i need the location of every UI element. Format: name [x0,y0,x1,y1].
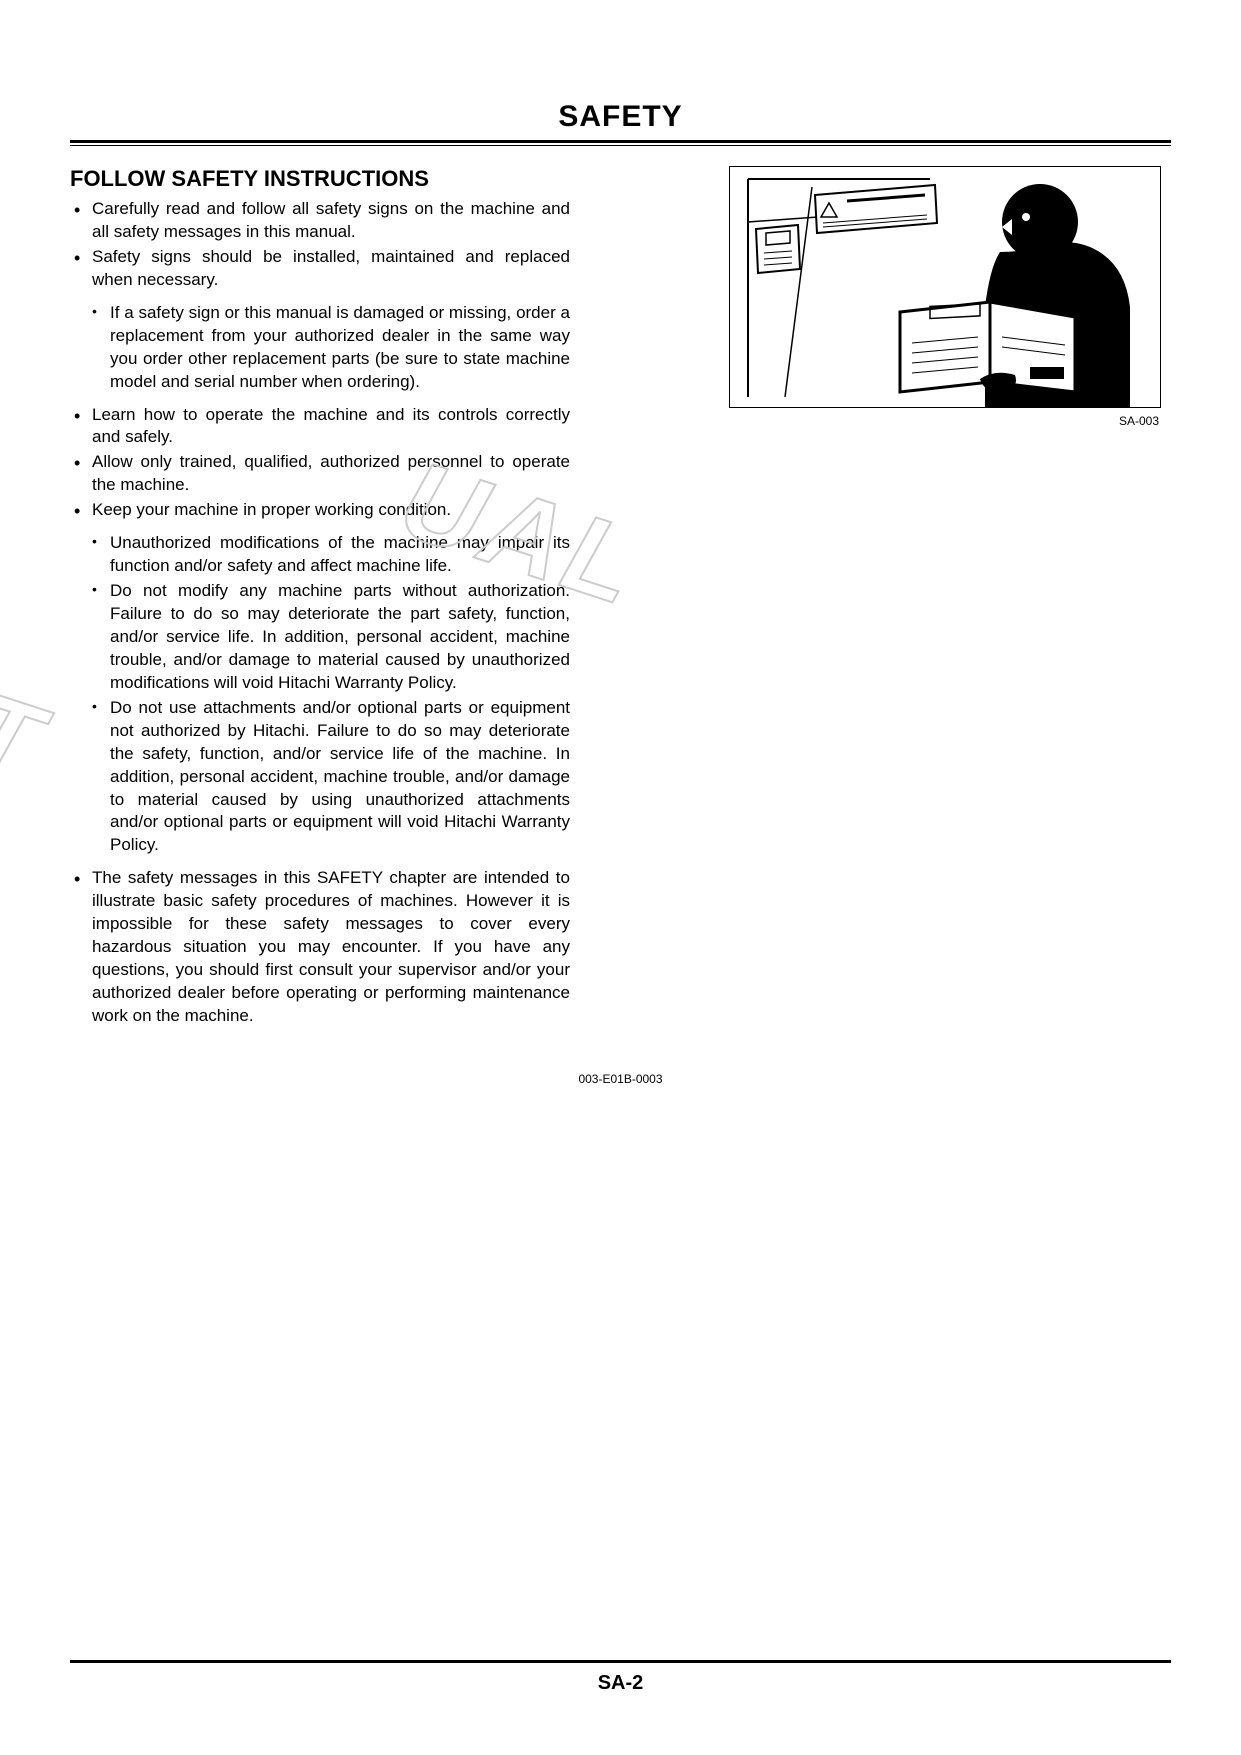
bullet-item: Carefully read and follow all safety sig… [70,198,570,244]
illustration-label: SA-003 [1119,414,1159,428]
bullet-list: Carefully read and follow all safety sig… [70,198,570,292]
page-number: SA-2 [598,1672,644,1695]
sub-bullet-item: Unauthorized modifications of the machin… [92,532,570,578]
watermark-text: OT [0,638,60,810]
bullet-item: Allow only trained, qualified, authorize… [70,451,570,497]
sub-bullet-list: If a safety sign or this manual is damag… [70,302,570,394]
text-column: FOLLOW SAFETY INSTRUCTIONS Carefully rea… [70,166,570,1030]
sub-bullet-item: Do not modify any machine parts without … [92,580,570,695]
page-title: SAFETY [70,100,1171,134]
document-code: 003-E01B-0003 [578,1072,662,1086]
bullet-item: Learn how to operate the machine and its… [70,404,570,450]
section-heading: FOLLOW SAFETY INSTRUCTIONS [70,166,570,192]
sub-bullet-item: If a safety sign or this manual is damag… [92,302,570,394]
sub-bullet-item: Do not use attachments and/or optional p… [92,697,570,858]
header-divider-thin [70,145,1171,146]
content-columns: FOLLOW SAFETY INSTRUCTIONS Carefully rea… [70,166,1171,1030]
person-reading-manual-icon [730,167,1160,407]
bullet-list: The safety messages in this SAFETY chapt… [70,867,570,1028]
header-divider-thick [70,140,1171,143]
bullet-item: The safety messages in this SAFETY chapt… [70,867,570,1028]
safety-illustration [729,166,1161,408]
sub-bullet-list: Unauthorized modifications of the machin… [70,532,570,857]
illustration-column: SA-003 [590,166,1171,1030]
bullet-item: Safety signs should be installed, mainta… [70,246,570,292]
bullet-list: Learn how to operate the machine and its… [70,404,570,523]
footer-divider [70,1660,1171,1663]
page: SAFETY FOLLOW SAFETY INSTRUCTIONS Carefu… [0,0,1241,1755]
bullet-item: Keep your machine in proper working cond… [70,499,570,522]
